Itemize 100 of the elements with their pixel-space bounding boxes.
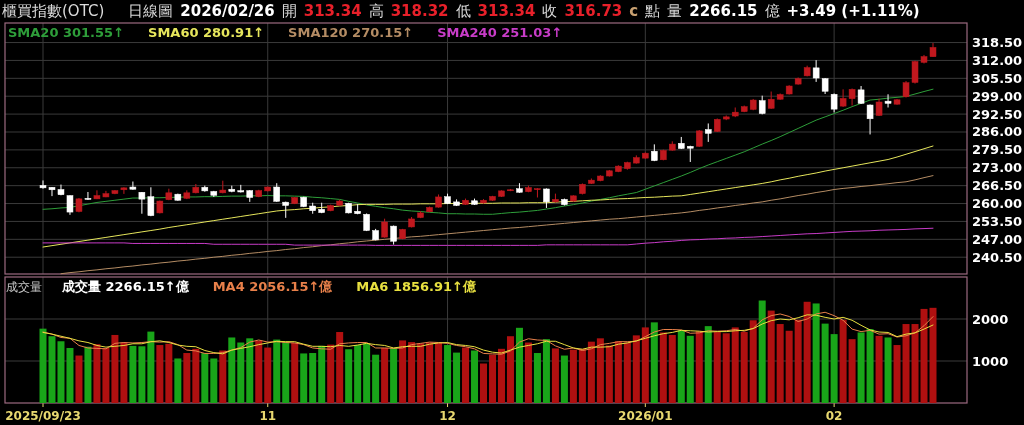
y-tick-label: 240.50 <box>972 249 1023 265</box>
y-tick-label: 273.00 <box>972 160 1023 176</box>
bar <box>920 308 928 403</box>
bar <box>893 345 901 403</box>
y-tick-label: 266.50 <box>972 178 1023 194</box>
bar <box>596 338 604 403</box>
bar <box>740 332 748 403</box>
bar <box>605 345 613 403</box>
bar <box>614 341 622 403</box>
bar <box>812 303 820 403</box>
candlestick <box>543 187 550 209</box>
y-tick-label: 299.00 <box>972 88 1023 104</box>
candlestick <box>390 225 397 246</box>
bar <box>129 345 137 403</box>
bar <box>902 324 910 403</box>
bar <box>749 320 757 403</box>
bar <box>857 332 865 403</box>
bar <box>489 354 496 403</box>
text: 點 <box>644 2 661 20</box>
bar <box>650 322 658 403</box>
bar <box>884 337 892 403</box>
bar <box>875 335 883 403</box>
bar <box>201 353 209 403</box>
bar <box>138 346 146 403</box>
text: c <box>629 2 639 20</box>
bar <box>408 342 416 403</box>
candlestick <box>884 93 892 108</box>
y-tick-label: 312.00 <box>972 52 1023 68</box>
chart-title: 櫃買指數(OTC) <box>2 2 105 20</box>
bar <box>623 342 631 403</box>
bar <box>363 343 371 403</box>
bar <box>578 348 586 403</box>
bar <box>417 343 425 403</box>
bar <box>57 341 65 403</box>
text: 313.34 <box>303 2 362 20</box>
chart-title: 成交量 <box>6 280 42 294</box>
bar <box>237 342 245 403</box>
y-tick-label: 253.50 <box>972 213 1023 229</box>
text: 量 <box>667 2 683 20</box>
bar <box>731 327 739 403</box>
bar <box>497 348 505 403</box>
bar <box>174 358 182 403</box>
bar <box>542 339 550 403</box>
bar <box>102 347 110 403</box>
bar <box>794 319 802 403</box>
bar <box>713 332 721 403</box>
bar <box>192 348 200 403</box>
bar <box>426 342 434 403</box>
text: +3.49 (+1.11%) <box>786 2 920 20</box>
line-series <box>60 175 934 275</box>
bar <box>659 332 667 403</box>
bar <box>93 344 101 403</box>
candlestick <box>66 194 74 216</box>
bar <box>776 324 784 403</box>
bar <box>120 342 128 403</box>
bar <box>471 350 479 403</box>
bar <box>821 323 829 403</box>
y-tick-label: 292.50 <box>972 106 1023 122</box>
bar <box>399 340 407 403</box>
bar <box>165 343 173 403</box>
y-tick-label: 2000 <box>972 311 1009 327</box>
bar <box>929 307 937 403</box>
text: 收 <box>542 2 558 20</box>
y-tick-label: 1000 <box>972 353 1009 369</box>
line-series <box>42 88 934 215</box>
bar <box>219 350 227 403</box>
bar <box>515 327 523 403</box>
bar <box>569 349 577 403</box>
text: 2026/02/26 <box>180 2 275 20</box>
bar <box>300 353 308 403</box>
y-tick-label: 260.00 <box>972 196 1023 212</box>
bar <box>704 326 712 403</box>
bar <box>803 301 811 403</box>
bar <box>641 327 649 403</box>
bar <box>785 330 793 403</box>
bar <box>533 353 541 403</box>
text: SMA120 270.15↑ <box>288 25 414 40</box>
bar <box>677 330 685 403</box>
candlestick <box>120 186 128 195</box>
bar <box>264 347 272 403</box>
bar <box>228 337 236 403</box>
bar <box>336 332 344 403</box>
text: 316.73 <box>564 2 623 20</box>
y-tick-label: 318.50 <box>972 35 1023 51</box>
bar <box>147 331 155 403</box>
candlestick <box>830 92 838 113</box>
text: MA6 1856.91↑億 <box>356 279 477 294</box>
bar <box>480 363 488 403</box>
bar <box>354 345 362 403</box>
bar <box>668 334 676 403</box>
bar <box>767 310 775 403</box>
bar <box>210 358 218 403</box>
bar <box>839 319 847 403</box>
bar <box>75 355 83 403</box>
bar <box>551 348 559 403</box>
bar <box>111 334 119 403</box>
bar <box>524 342 532 403</box>
bar <box>462 347 470 403</box>
line-series <box>42 145 934 248</box>
bar <box>722 333 730 403</box>
